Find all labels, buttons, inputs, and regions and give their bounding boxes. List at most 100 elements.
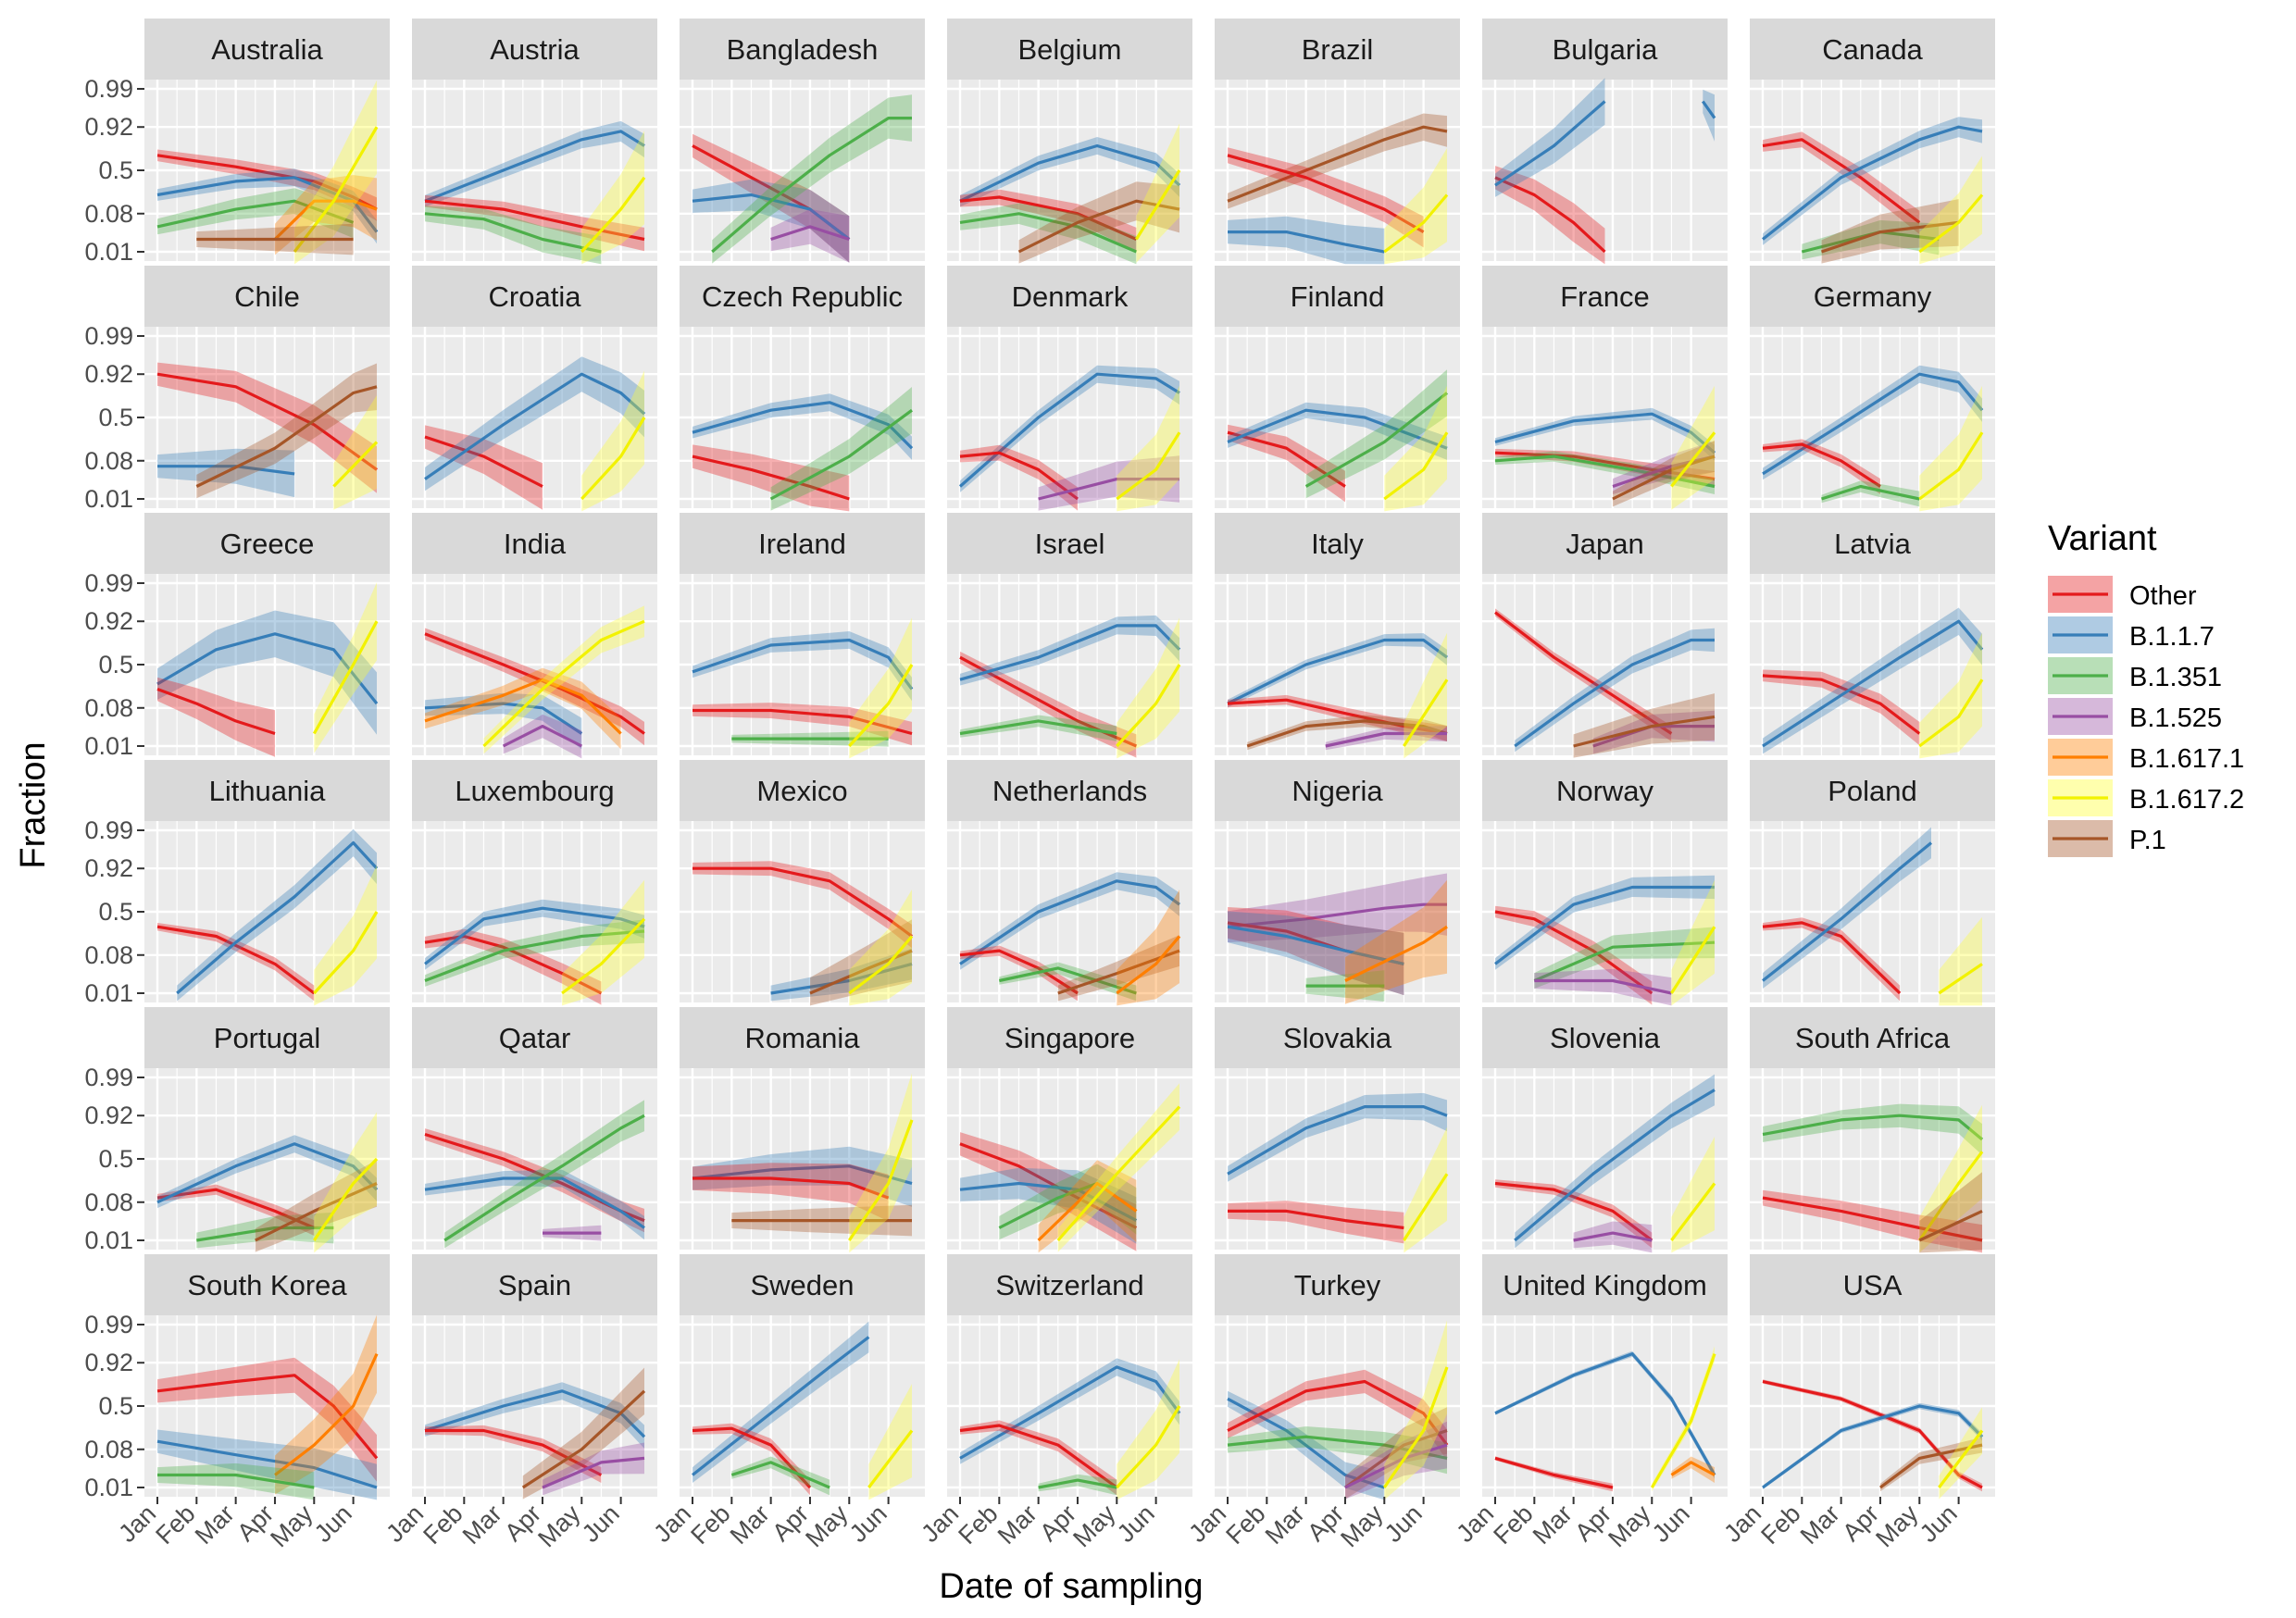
- confidence-band: [1228, 1092, 1447, 1182]
- series-line: [424, 212, 602, 254]
- series-line: [424, 678, 622, 735]
- panel-strip: [1215, 1254, 1460, 1315]
- series-line: [959, 949, 1079, 995]
- confidence-band: [562, 879, 644, 1006]
- series-line: [1670, 431, 1716, 488]
- series-line: [692, 401, 914, 450]
- confidence-band: [1345, 879, 1447, 1004]
- panel-title: Mexico: [756, 775, 847, 807]
- x-tick-label: Mar: [725, 1500, 775, 1550]
- panel-strip: [412, 1254, 657, 1315]
- confidence-band: [1228, 873, 1447, 943]
- confidence-band: [275, 1314, 377, 1495]
- series-line: [176, 840, 379, 995]
- series-line: [848, 664, 914, 748]
- panel-strip: [1215, 513, 1460, 574]
- series-line: [1650, 1353, 1716, 1488]
- confidence-band: [1228, 1369, 1447, 1461]
- panel: Netherlands: [947, 760, 1192, 1006]
- panel-title: USA: [1843, 1269, 1903, 1301]
- panel: Luxembourg: [412, 760, 657, 1006]
- series-line: [1701, 100, 1716, 119]
- y-tick-label: 0.5: [98, 156, 133, 184]
- confidence-band: [999, 1164, 1137, 1240]
- confidence-band: [960, 945, 1078, 1002]
- x-tick-label: Jun: [1915, 1500, 1963, 1548]
- confidence-band: [425, 356, 644, 492]
- panel-strip: [412, 19, 657, 80]
- panel-title: Singapore: [1004, 1022, 1135, 1054]
- confidence-band: [333, 395, 377, 510]
- panel: Greece 0.99 0.92 0.5 0.08 0.01: [84, 513, 390, 760]
- series-line: [1057, 949, 1180, 995]
- series-line: [1573, 715, 1716, 748]
- y-tick-label: 0.5: [98, 1392, 133, 1420]
- series-line: [1494, 176, 1606, 254]
- panel-strip: [1482, 513, 1728, 574]
- confidence-band: [693, 631, 912, 702]
- series-line: [959, 1424, 1118, 1489]
- confidence-band: [693, 444, 850, 512]
- series-line: [443, 1114, 645, 1242]
- series-line: [959, 655, 1138, 748]
- panel-strip: [1750, 760, 1995, 821]
- panel: India: [412, 513, 657, 759]
- panel-strip: [947, 513, 1192, 574]
- series-line: [313, 911, 379, 995]
- series-line: [1762, 1114, 1984, 1141]
- series-line: [1879, 1443, 1983, 1489]
- series-line: [1494, 1456, 1614, 1489]
- series-line: [848, 935, 914, 995]
- panel: South Korea0.990.920.50.080.01JanFebMarA…: [84, 1254, 390, 1552]
- series-line: [1918, 678, 1984, 748]
- series-line: [424, 906, 645, 965]
- series-line: [157, 1473, 315, 1489]
- panel: Israel: [947, 513, 1192, 759]
- confidence-band: [1228, 694, 1447, 741]
- y-tick-label: 0.92: [84, 1101, 133, 1129]
- panel: Romania: [680, 1007, 925, 1253]
- confidence-band: [157, 1462, 315, 1500]
- y-tick-label: 0.01: [84, 979, 133, 1007]
- confidence-band: [960, 203, 1137, 265]
- confidence-band: [693, 179, 850, 263]
- panel-title: Luxembourg: [455, 775, 614, 807]
- confidence-band: [425, 1128, 644, 1233]
- series-line: [711, 117, 912, 254]
- confidence-band: [1117, 1359, 1179, 1500]
- confidence-band: [314, 865, 377, 1006]
- x-tick-label: Mar: [190, 1500, 240, 1550]
- series-line: [424, 929, 645, 982]
- confidence-band: [1345, 1421, 1447, 1500]
- confidence-band: [693, 1146, 912, 1207]
- y-tick-label: 0.92: [84, 360, 133, 388]
- x-tick-label: Mar: [1528, 1500, 1578, 1550]
- panel-title: South Korea: [187, 1269, 347, 1301]
- panel-title: Greece: [220, 528, 315, 560]
- series-line: [692, 1426, 812, 1489]
- series-line: [1227, 902, 1447, 928]
- panel: Germany: [1750, 266, 1995, 512]
- series-line: [521, 1389, 646, 1489]
- x-tick-label: Feb: [150, 1500, 200, 1550]
- series-line: [196, 1226, 334, 1242]
- series-line: [1116, 664, 1181, 748]
- panel: Japan: [1482, 513, 1728, 758]
- confidence-band: [1534, 968, 1672, 1006]
- y-tick-label: 0.92: [84, 854, 133, 882]
- panel-title: Turkey: [1294, 1269, 1381, 1301]
- y-tick-label: 0.08: [84, 1436, 133, 1463]
- y-tick-label: 0.08: [84, 694, 133, 722]
- panel: Lithuania 0.99 0.92 0.5 0.08 0.01: [84, 760, 390, 1007]
- panel-title: Croatia: [489, 280, 582, 313]
- confidence-band: [157, 1357, 377, 1482]
- panel-title: Latvia: [1834, 528, 1911, 560]
- panel: Bulgaria: [1482, 19, 1728, 265]
- series-line: [1762, 372, 1984, 476]
- series-line: [424, 632, 645, 735]
- series-line: [958, 372, 1180, 488]
- confidence-band: [1703, 89, 1715, 142]
- confidence-band: [960, 872, 1179, 970]
- confidence-band: [503, 714, 582, 759]
- confidence-band: [425, 899, 644, 970]
